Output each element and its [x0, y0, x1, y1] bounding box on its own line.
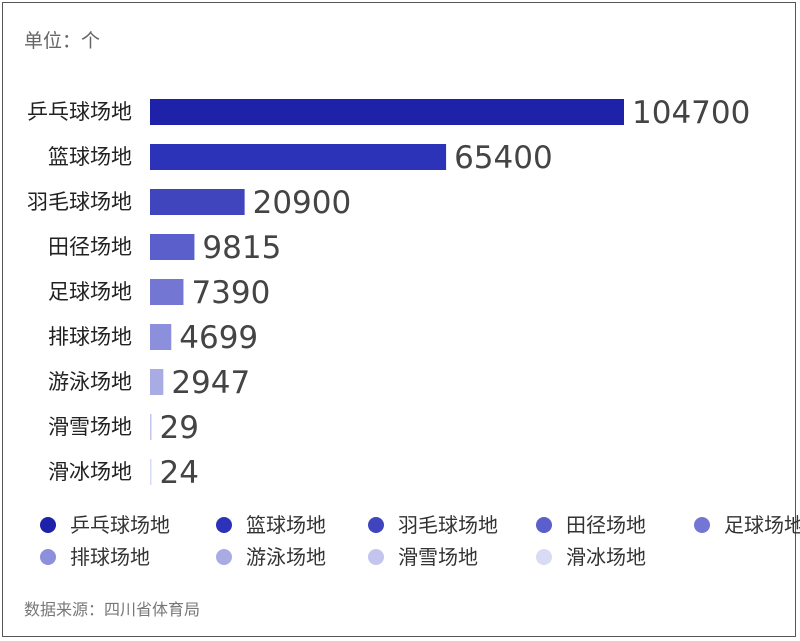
- bar: [150, 324, 172, 350]
- value-label: 9815: [202, 230, 281, 266]
- bar: [150, 144, 447, 170]
- bar: [150, 414, 152, 440]
- bar: [150, 234, 195, 260]
- value-label: 24: [160, 455, 199, 491]
- category-label: 篮球场地: [48, 145, 132, 169]
- category-label: 羽毛球场地: [27, 190, 132, 214]
- legend-marker: [40, 517, 56, 533]
- category-label: 滑雪场地: [48, 415, 132, 439]
- source-label: 数据来源：四川省体育局: [24, 600, 201, 619]
- unit-label: 单位：个: [24, 30, 101, 52]
- category-label: 游泳场地: [48, 370, 132, 394]
- category-label: 滑冰场地: [48, 460, 132, 484]
- legend-label: 排球场地: [70, 545, 150, 569]
- legend-marker: [40, 549, 56, 565]
- value-label: 29: [160, 410, 199, 446]
- legend-label: 滑雪场地: [398, 545, 478, 569]
- legend-marker: [536, 549, 552, 565]
- value-label: 2947: [171, 365, 250, 401]
- value-label: 20900: [253, 185, 352, 221]
- value-label: 104700: [632, 95, 750, 131]
- category-label: 乒乓球场地: [27, 100, 132, 124]
- legend-marker: [536, 517, 552, 533]
- legend-marker: [216, 549, 232, 565]
- legend-label: 篮球场地: [246, 513, 326, 537]
- legend-label: 羽毛球场地: [398, 513, 498, 537]
- legend-marker: [368, 549, 384, 565]
- legend-marker: [694, 517, 710, 533]
- bar: [150, 459, 152, 485]
- category-label: 排球场地: [48, 325, 132, 349]
- category-label: 足球场地: [48, 280, 132, 304]
- legend-label: 滑冰场地: [566, 545, 646, 569]
- value-label: 65400: [454, 140, 553, 176]
- legend-marker: [368, 517, 384, 533]
- bar: [150, 279, 184, 305]
- bar: [150, 369, 164, 395]
- category-label: 田径场地: [48, 235, 132, 259]
- legend-marker: [216, 517, 232, 533]
- legend-label: 足球场地: [724, 513, 800, 537]
- bar: [150, 189, 245, 215]
- legend-label: 游泳场地: [246, 545, 326, 569]
- bar: [150, 99, 624, 125]
- legend-label: 田径场地: [566, 513, 646, 537]
- value-label: 4699: [179, 320, 258, 356]
- value-label: 7390: [191, 275, 270, 311]
- legend-label: 乒乓球场地: [70, 513, 170, 537]
